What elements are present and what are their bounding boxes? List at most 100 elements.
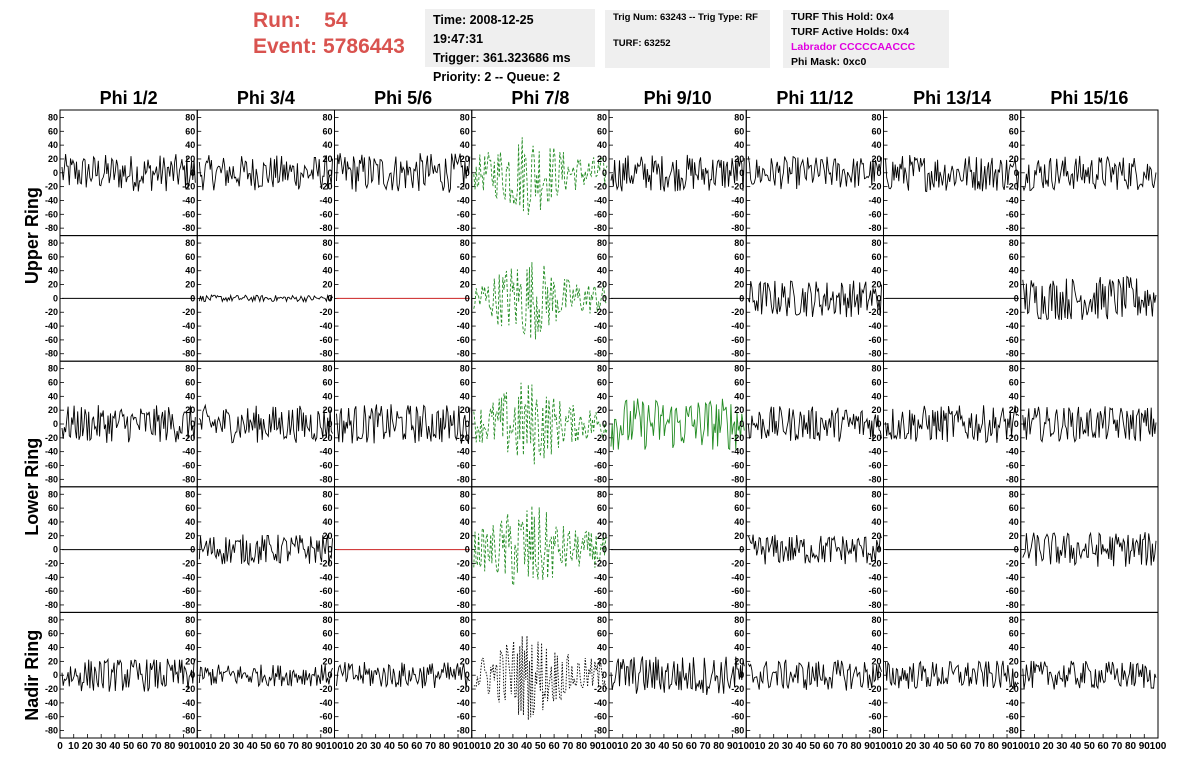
x-tick-label: 40 [521, 741, 533, 752]
x-tick-label: 40 [247, 741, 259, 752]
x-tick-label: 50 [398, 741, 410, 752]
y-tick-label: 0 [190, 168, 195, 178]
y-tick-label: -40 [731, 698, 744, 708]
y-tick-label: -40 [45, 572, 58, 582]
y-tick-label: 0 [876, 293, 881, 303]
y-tick-label: 60 [871, 126, 881, 136]
waveform-trace [747, 659, 882, 691]
y-tick-label: -60 [45, 586, 58, 596]
x-tick-label: 50 [809, 741, 821, 752]
y-tick-label: 60 [871, 252, 881, 262]
x-tick-label: 40 [109, 741, 121, 752]
x-tick-label: 10 [205, 741, 217, 752]
y-tick-label: 60 [48, 629, 58, 639]
y-tick-label: 40 [322, 140, 332, 150]
active-holds-text: TURF Active Holds: 0x4 [791, 26, 910, 38]
y-tick-label: 40 [48, 391, 58, 401]
x-tick-label: 90 [1139, 741, 1151, 752]
waveform-trace [198, 154, 333, 191]
ring-label: Lower Ring [22, 438, 42, 536]
y-tick-label: 80 [597, 238, 607, 248]
x-tick-label: 70 [151, 741, 163, 752]
y-tick-label: 0 [602, 168, 607, 178]
phi-mask-text: Phi Mask: 0xc0 [791, 56, 867, 68]
waveform-trace [198, 293, 333, 304]
y-tick-label: 0 [602, 419, 607, 429]
y-tick-label: 80 [185, 238, 195, 248]
x-tick-label: 60 [686, 741, 698, 752]
y-tick-label: 20 [48, 656, 58, 666]
y-tick-label: -60 [319, 586, 332, 596]
y-tick-label: 20 [48, 280, 58, 290]
y-tick-label: 20 [734, 531, 744, 541]
x-tick-label: 70 [837, 741, 849, 752]
y-tick-label: 80 [185, 112, 195, 122]
y-tick-label: 20 [597, 405, 607, 415]
y-tick-label: 80 [48, 615, 58, 625]
y-tick-label: 20 [460, 405, 470, 415]
y-tick-label: 0 [190, 670, 195, 680]
y-tick-label: 0 [1014, 293, 1019, 303]
x-tick-label: 70 [700, 741, 712, 752]
y-tick-label: 80 [185, 489, 195, 499]
y-tick-label: -60 [731, 461, 744, 471]
y-tick-label: 40 [871, 266, 881, 276]
waveform-trace [473, 635, 608, 720]
y-tick-label: 40 [460, 391, 470, 401]
x-tick-label: 50 [672, 741, 684, 752]
y-tick-label: 60 [871, 377, 881, 387]
y-tick-label: -80 [182, 349, 195, 359]
x-tick-label: 100 [463, 741, 480, 752]
y-tick-label: 40 [460, 140, 470, 150]
y-tick-label: -80 [1006, 349, 1019, 359]
y-tick-label: 80 [734, 238, 744, 248]
waveform-trace [885, 660, 1020, 690]
y-tick-label: -60 [1006, 209, 1019, 219]
y-tick-label: -60 [457, 712, 470, 722]
y-tick-label: -20 [868, 558, 881, 568]
y-tick-label: 0 [602, 293, 607, 303]
x-tick-label: 30 [645, 741, 657, 752]
waveform-trace [1022, 275, 1157, 321]
y-tick-label: 40 [48, 517, 58, 527]
y-tick-label: -40 [1006, 572, 1019, 582]
y-tick-label: 60 [734, 252, 744, 262]
waveform-panel [471, 109, 610, 237]
labrador-text: Labrador CCCCCAACCC [791, 41, 916, 53]
x-tick-label: 100 [189, 741, 206, 752]
x-tick-label: 60 [274, 741, 286, 752]
y-tick-label: -40 [1006, 195, 1019, 205]
ring-label: Nadir Ring [22, 630, 42, 721]
y-tick-label: 0 [53, 670, 58, 680]
y-tick-label: -80 [319, 474, 332, 484]
y-tick-label: 0 [53, 168, 58, 178]
y-tick-label: -80 [868, 349, 881, 359]
y-tick-label: 40 [734, 140, 744, 150]
x-tick-label: 40 [796, 741, 808, 752]
waveform-trace [61, 154, 196, 192]
y-tick-label: 60 [734, 377, 744, 387]
y-tick-label: 20 [871, 405, 881, 415]
y-tick-label: 40 [322, 391, 332, 401]
y-tick-label: 60 [597, 126, 607, 136]
y-tick-label: -20 [731, 684, 744, 694]
y-tick-label: 20 [597, 656, 607, 666]
y-tick-label: -40 [868, 195, 881, 205]
y-tick-label: -20 [182, 684, 195, 694]
y-tick-label: 20 [871, 531, 881, 541]
y-tick-label: 20 [734, 280, 744, 290]
y-tick-label: -60 [457, 335, 470, 345]
y-tick-label: 80 [460, 112, 470, 122]
y-tick-label: -80 [594, 349, 607, 359]
y-tick-label: 60 [460, 377, 470, 387]
y-tick-label: -60 [594, 712, 607, 722]
y-tick-label: 40 [871, 517, 881, 527]
y-tick-label: -20 [868, 684, 881, 694]
y-tick-label: -80 [457, 600, 470, 610]
y-tick-label: 20 [322, 405, 332, 415]
y-tick-label: -60 [45, 461, 58, 471]
y-tick-label: 0 [876, 168, 881, 178]
y-tick-label: 60 [185, 503, 195, 513]
y-tick-label: 80 [1009, 238, 1019, 248]
ring-label: Upper Ring [22, 187, 42, 284]
